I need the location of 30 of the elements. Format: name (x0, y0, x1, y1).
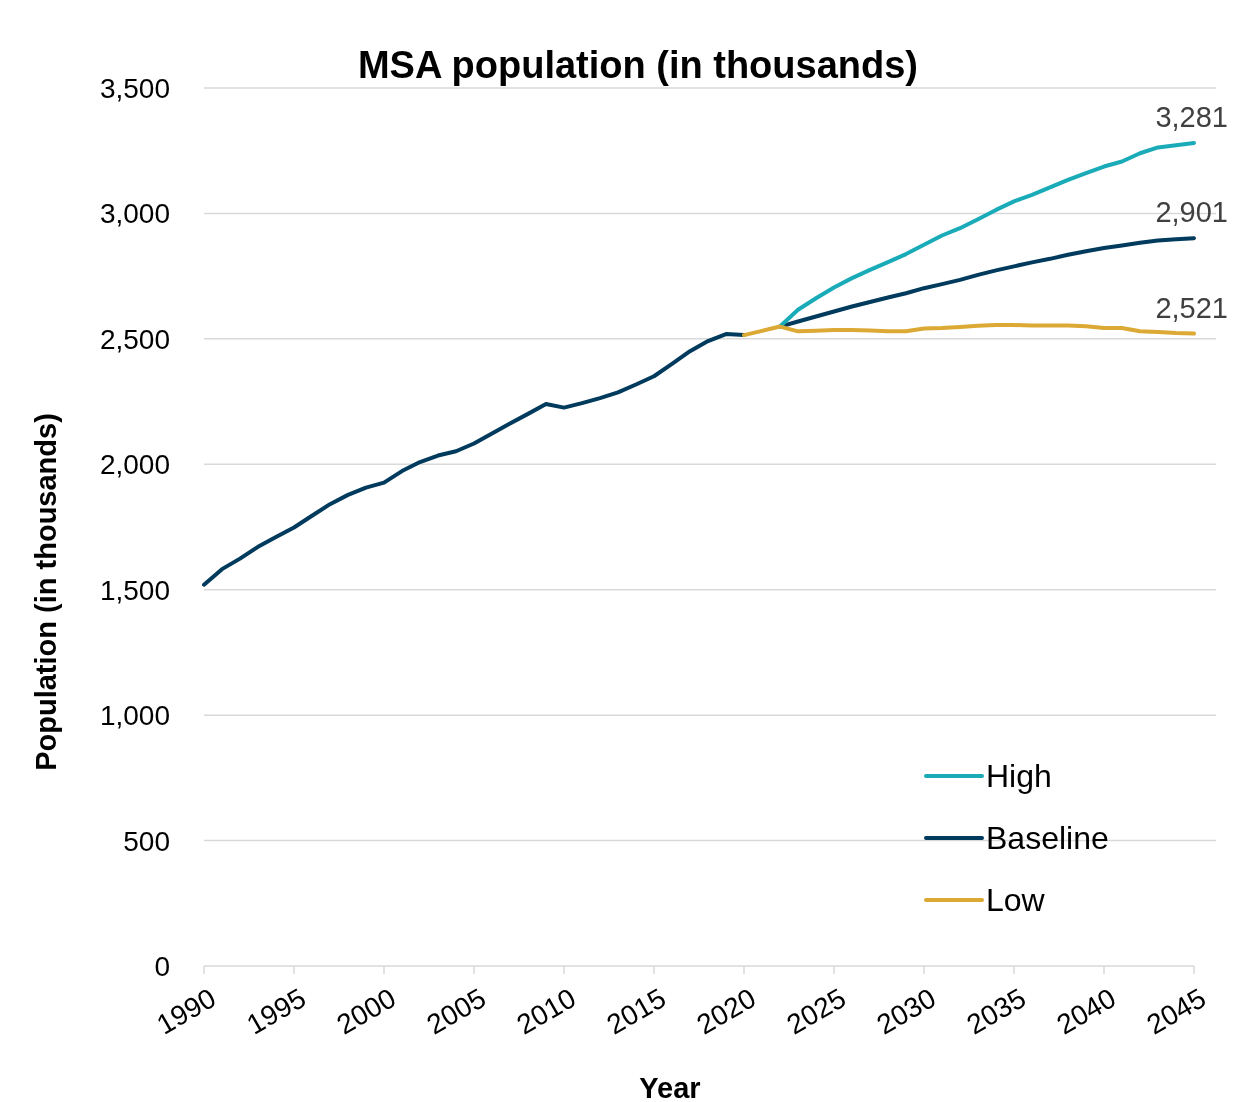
x-tick-label: 2005 (421, 982, 491, 1041)
x-tick-label: 2025 (781, 982, 851, 1041)
legend-label: High (986, 758, 1052, 794)
y-tick-label: 2,500 (99, 323, 170, 355)
y-tick-label: 0 (154, 951, 170, 982)
legend-label: Low (986, 882, 1046, 918)
chart-title: MSA population (in thousands) (357, 44, 919, 86)
y-tick-label: 1,500 (99, 574, 170, 606)
x-tick-label: 2045 (1141, 982, 1211, 1041)
y-tick-label: 3,000 (99, 198, 170, 230)
x-tick-label: 2010 (511, 982, 581, 1041)
x-tick-label: 1995 (241, 982, 311, 1041)
line-series (742, 323, 1196, 338)
x-tick-label: 2020 (691, 982, 761, 1041)
y-axis-title: Population (in thousands) (30, 413, 62, 771)
legend-label: Baseline (986, 820, 1109, 856)
x-axis-title: Year (639, 1072, 701, 1102)
y-tick-label: 3,500 (99, 73, 170, 104)
y-tick-label: 1,000 (99, 700, 170, 732)
x-tick-label: 2035 (961, 982, 1031, 1041)
y-tick-label: 2,000 (99, 449, 170, 481)
x-tick-label: 2000 (331, 982, 401, 1041)
data-label: 2,521 (1155, 291, 1228, 324)
x-tick-label: 2040 (1051, 982, 1121, 1041)
y-tick-label: 500 (123, 825, 170, 857)
x-tick-label: 2015 (601, 982, 671, 1041)
data-label: 2,901 (1155, 196, 1228, 229)
data-label: 3,281 (1155, 100, 1228, 133)
x-tick-label: 1990 (151, 982, 221, 1041)
x-tick-label: 2030 (871, 982, 941, 1041)
